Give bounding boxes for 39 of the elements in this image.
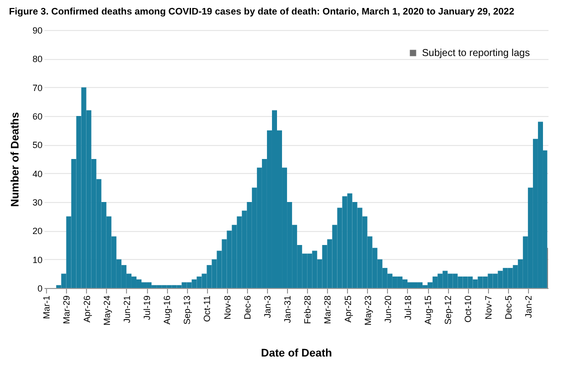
x-tick-label: Mar-29 <box>62 296 72 324</box>
y-tick-label: 70 <box>32 82 42 93</box>
x-tick-label: Jan-3 <box>262 296 272 318</box>
x-tick-label: Oct-10 <box>463 296 474 323</box>
x-tick-label: Oct-11 <box>202 296 212 322</box>
y-tick-label: 60 <box>32 112 42 122</box>
y-tick-label: 20 <box>32 226 42 236</box>
x-tick-label: Jan-2 <box>523 296 534 318</box>
x-tick-label: Apr-26 <box>82 296 92 323</box>
y-axis-title: Number of Deaths <box>9 112 22 207</box>
x-tick-label: Mar-1 <box>42 296 52 320</box>
x-axis-title: Date of Death <box>261 348 332 360</box>
y-tick-label: 30 <box>32 198 42 208</box>
x-tick-label: Jul-18 <box>402 296 413 320</box>
x-tick-label: Jun-20 <box>382 296 393 324</box>
y-tick-label: 50 <box>32 140 42 150</box>
x-tick-label: Jan-31 <box>282 296 293 324</box>
x-tick-label: May-23 <box>362 296 373 326</box>
x-tick-label: Nov-8 <box>222 296 232 320</box>
x-tick-label: May-24 <box>102 296 112 326</box>
x-tick-label: Feb-28 <box>302 296 313 324</box>
x-tick-label: Sep-13 <box>182 296 192 325</box>
x-tick-label: Mar-28 <box>322 296 333 324</box>
x-tick-label: Nov-7 <box>483 296 494 320</box>
chart-title: Figure 3. Confirmed deaths among COVID-19 cases by date of death: Ontario, March 1, 2020 to January 29, 2022 <box>8 6 514 18</box>
x-tick-label: Apr-25 <box>342 296 353 323</box>
x-tick-label: Aug-15 <box>423 296 434 325</box>
x-tick-label: Dec-6 <box>242 296 252 320</box>
x-tick-label: Dec-5 <box>503 296 514 320</box>
y-tick-label: 90 <box>32 26 42 36</box>
y-tick-label: 0 <box>37 284 42 294</box>
x-tick-label: Jun-21 <box>122 296 132 324</box>
x-tick-label: Sep-12 <box>443 296 454 325</box>
y-tick-label: 10 <box>32 254 42 265</box>
x-tick-label: Aug-16 <box>162 296 172 325</box>
legend-label: Subject to reporting lags <box>422 48 530 59</box>
y-tick-label: 40 <box>32 168 42 179</box>
y-tick-label: 80 <box>32 54 42 64</box>
x-tick-label: Jul-19 <box>142 296 152 320</box>
